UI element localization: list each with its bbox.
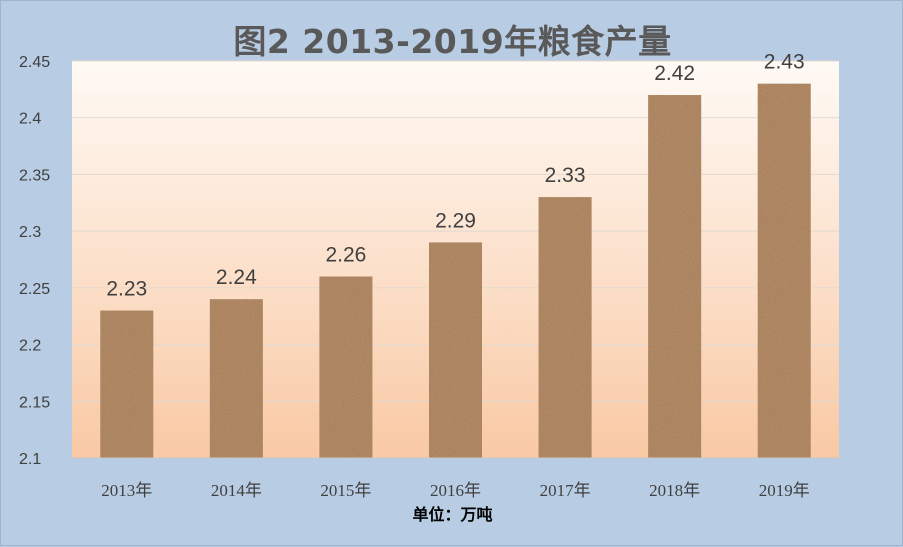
y-tick-label: 2.2 — [19, 338, 41, 355]
x-tick-label: 2018年 — [649, 481, 700, 500]
bar — [100, 310, 154, 458]
data-label: 2.24 — [216, 266, 257, 289]
unit-label: 单位：万吨 — [412, 505, 493, 524]
x-tick-label: 2017年 — [540, 481, 591, 500]
data-label: 2.42 — [654, 62, 695, 85]
data-label: 2.33 — [545, 164, 586, 187]
y-tick-label: 2.1 — [19, 451, 41, 468]
data-label: 2.29 — [435, 209, 476, 232]
x-tick-label: 2013年 — [101, 481, 152, 500]
x-tick-label: 2016年 — [430, 481, 481, 500]
bar — [648, 95, 702, 459]
bar — [319, 276, 373, 458]
y-tick-label: 2.3 — [19, 224, 41, 241]
chart-title: 图2 2013-2019年粮食产量 — [233, 22, 672, 61]
data-label: 2.23 — [106, 278, 147, 301]
bar — [538, 197, 592, 458]
bar — [757, 83, 811, 458]
bar — [429, 242, 482, 458]
bar — [209, 299, 263, 458]
x-tick-label: 2019年 — [759, 481, 810, 500]
y-tick-label: 2.15 — [19, 394, 50, 411]
y-tick-label: 2.4 — [19, 111, 41, 128]
data-label: 2.26 — [325, 244, 366, 267]
y-tick-label: 2.45 — [19, 54, 50, 71]
data-label: 2.43 — [764, 51, 805, 74]
x-tick-label: 2014年 — [211, 481, 262, 500]
y-tick-label: 2.25 — [19, 281, 50, 298]
y-tick-label: 2.35 — [19, 167, 50, 184]
x-tick-label: 2015年 — [320, 481, 371, 500]
